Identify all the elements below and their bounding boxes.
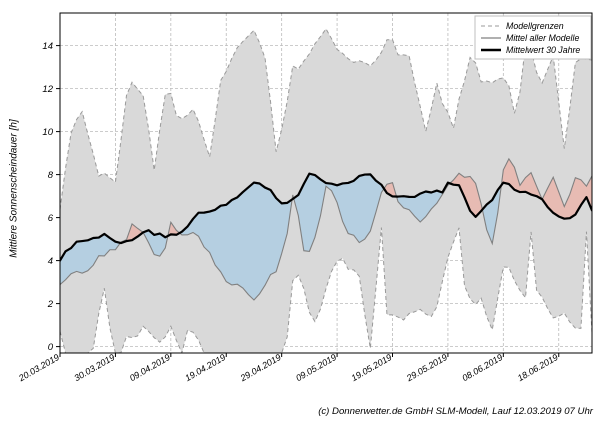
svg-text:0: 0: [48, 342, 54, 353]
svg-text:2: 2: [47, 299, 54, 310]
svg-text:Modellgrenzen: Modellgrenzen: [506, 21, 564, 31]
svg-text:Mittelwert 30 Jahre: Mittelwert 30 Jahre: [506, 45, 580, 55]
svg-text:14: 14: [42, 41, 53, 52]
svg-text:10: 10: [42, 127, 53, 138]
svg-text:8: 8: [48, 170, 54, 181]
svg-text:Mittel aller Modelle: Mittel aller Modelle: [506, 33, 579, 43]
svg-text:12: 12: [42, 84, 53, 95]
svg-text:6: 6: [48, 213, 54, 224]
svg-text:4: 4: [48, 256, 53, 267]
